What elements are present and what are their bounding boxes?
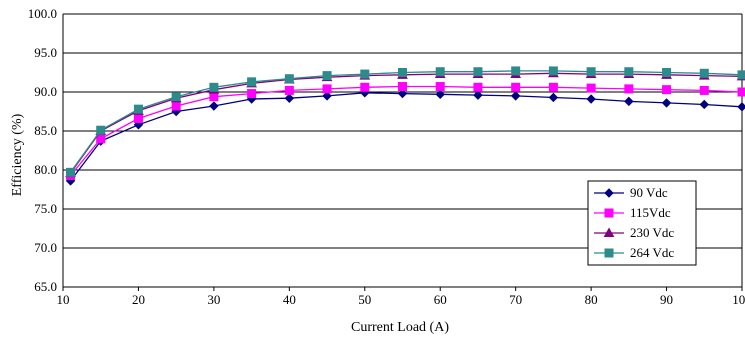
data-point xyxy=(209,92,219,102)
data-point xyxy=(737,70,745,80)
series-layer xyxy=(65,66,745,186)
y-tick-label: 95.0 xyxy=(34,45,57,60)
y-tick-label: 75.0 xyxy=(34,201,57,216)
data-point xyxy=(586,94,596,104)
x-tick-labels: 10 20 30 40 50 60 70 80 90 100 xyxy=(57,292,745,307)
data-point xyxy=(586,83,596,93)
data-point xyxy=(737,87,745,97)
data-point xyxy=(511,66,521,76)
data-point xyxy=(209,101,219,111)
data-point xyxy=(737,102,745,112)
data-point xyxy=(699,99,709,110)
axis-layer xyxy=(62,14,743,291)
x-tick-label: 60 xyxy=(434,292,447,307)
data-point xyxy=(661,98,672,108)
legend-marker xyxy=(604,208,614,218)
legend-marker xyxy=(604,188,614,198)
legend-item: 230 Vdc xyxy=(594,225,674,240)
data-point xyxy=(624,67,634,77)
legend-item: 90 Vdc xyxy=(594,185,668,200)
data-point xyxy=(699,85,709,95)
data-point xyxy=(96,125,106,135)
data-point xyxy=(624,84,634,94)
data-point xyxy=(133,104,143,114)
x-tick-label: 40 xyxy=(283,292,296,307)
data-point xyxy=(322,91,332,101)
y-tick-label: 85.0 xyxy=(34,123,57,138)
y-tick-label: 100.0 xyxy=(28,6,57,21)
x-axis-title: Current Load (A) xyxy=(351,320,449,335)
data-point xyxy=(510,91,521,101)
series-2 xyxy=(66,82,745,180)
x-tick-label: 80 xyxy=(585,292,598,307)
data-point xyxy=(209,82,219,92)
data-point xyxy=(662,68,672,77)
x-tick-label: 10 xyxy=(57,292,70,307)
series-line xyxy=(69,92,743,182)
legend-label: 90 Vdc xyxy=(630,185,668,200)
data-point xyxy=(548,82,558,92)
x-tick-label: 100 xyxy=(732,292,745,307)
data-point xyxy=(284,74,294,84)
data-point xyxy=(699,68,709,78)
series-4 xyxy=(66,66,745,177)
y-tick-labels: 65.0 70.0 75.0 80.0 85.0 90.0 95.0 100.0 xyxy=(28,6,57,294)
legend: 90 Vdc 115Vdc 230 Vdc 264 Vdc xyxy=(587,180,697,266)
data-point xyxy=(96,134,106,144)
x-tick-label: 70 xyxy=(509,292,522,307)
data-point xyxy=(171,92,181,102)
x-tick-label: 20 xyxy=(132,292,145,307)
data-point xyxy=(624,96,634,107)
data-point xyxy=(133,114,143,124)
data-point xyxy=(548,92,559,103)
data-point xyxy=(284,93,295,103)
data-point xyxy=(284,85,294,95)
y-tick-label: 70.0 xyxy=(34,240,57,255)
data-point xyxy=(66,167,76,177)
y-axis-title: Efficiency (%) xyxy=(10,113,25,196)
data-point xyxy=(322,71,332,81)
data-point xyxy=(397,88,408,99)
data-point xyxy=(435,89,445,100)
legend-marker xyxy=(603,227,615,237)
data-point xyxy=(435,82,445,92)
legend-item: 264 Vdc xyxy=(594,245,674,260)
data-point xyxy=(360,69,370,79)
data-point xyxy=(662,85,672,95)
data-point xyxy=(247,89,257,99)
data-point xyxy=(360,82,370,92)
legend-item: 115Vdc xyxy=(594,205,671,220)
x-tick-label: 50 xyxy=(358,292,371,307)
legend-label: 115Vdc xyxy=(630,205,671,220)
x-tick-label: 90 xyxy=(660,292,673,307)
data-point xyxy=(322,84,332,94)
data-point xyxy=(473,90,483,100)
y-tick-label: 90.0 xyxy=(34,84,57,99)
data-point xyxy=(398,82,407,92)
data-point xyxy=(586,67,596,77)
legend-label: 264 Vdc xyxy=(630,245,674,260)
y-tick-label: 65.0 xyxy=(34,279,57,294)
y-tick-label: 80.0 xyxy=(34,162,57,177)
legend-label: 230 Vdc xyxy=(630,225,674,240)
data-point xyxy=(548,66,558,76)
data-point xyxy=(398,68,407,77)
data-point xyxy=(473,82,483,92)
data-point xyxy=(171,101,181,111)
x-tick-label: 30 xyxy=(207,292,220,307)
data-point xyxy=(473,67,483,77)
data-point xyxy=(247,77,257,87)
data-point xyxy=(511,82,521,92)
data-point xyxy=(435,67,445,77)
legend-marker xyxy=(604,248,614,258)
